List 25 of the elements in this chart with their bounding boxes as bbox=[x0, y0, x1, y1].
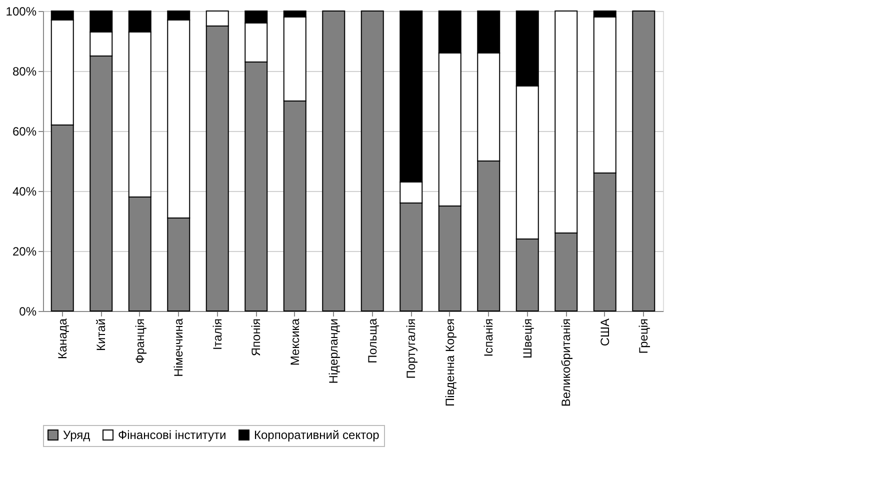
y-tick-label: 0% bbox=[19, 304, 37, 318]
x-tick-label: Франція bbox=[132, 318, 147, 364]
y-tick-label: 40% bbox=[12, 184, 37, 198]
x-tick-label: Китай bbox=[94, 318, 108, 351]
y-tick-label: 60% bbox=[12, 124, 37, 138]
x-tick-label: Швеція bbox=[520, 318, 534, 358]
x-tick-label: Південна Корея bbox=[442, 318, 457, 406]
x-tick-label: Греція bbox=[636, 318, 651, 354]
x-tick-label: Канада bbox=[55, 318, 70, 360]
y-tick-label: 80% bbox=[12, 64, 37, 78]
x-tick-label: Іспанія bbox=[482, 318, 496, 357]
x-tick-label: Японія bbox=[249, 318, 264, 356]
x-tick-label: Нідерланди bbox=[326, 318, 341, 384]
x-tick-label: Польща bbox=[365, 318, 380, 364]
x-tick-label: Італія bbox=[210, 318, 224, 350]
x-tick-label: Мексика bbox=[288, 318, 302, 366]
x-tick-label: США bbox=[598, 318, 612, 346]
x-tick-label: Німеччина bbox=[172, 318, 186, 377]
y-tick-label: 20% bbox=[12, 244, 37, 258]
x-tick-label: Великобританія bbox=[559, 318, 574, 407]
y-tick-label: 100% bbox=[6, 4, 37, 18]
legend-label: Уряд bbox=[63, 428, 90, 442]
legend-label: Корпоративний сектор bbox=[254, 428, 380, 442]
x-tick-label: Португалія bbox=[404, 318, 418, 379]
legend-label: Фінансові інститути bbox=[118, 428, 226, 442]
